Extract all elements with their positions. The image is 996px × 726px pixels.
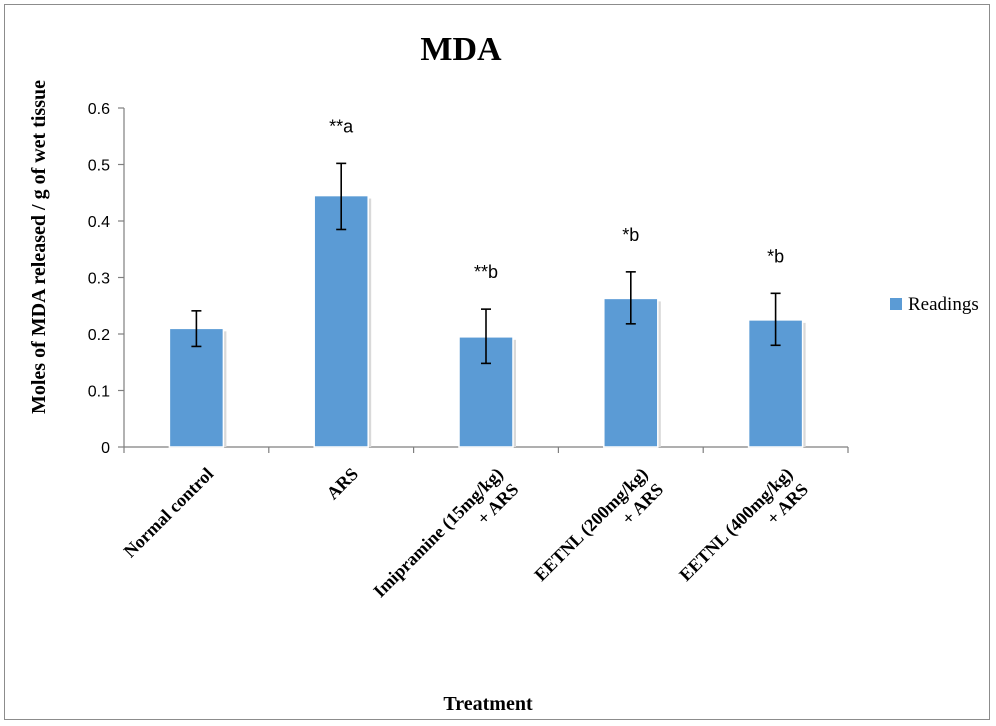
x-tick-label: Imipramine (15mg/kg)+ ARS bbox=[369, 464, 522, 602]
significance-label: **a bbox=[329, 116, 354, 136]
legend: Readings bbox=[890, 294, 979, 315]
bar bbox=[603, 297, 659, 448]
y-tick-label: 0.6 bbox=[88, 101, 110, 118]
x-tick-label: EETNL (200mg/kg)+ ARS bbox=[530, 464, 667, 586]
x-tick-label-line: Normal control bbox=[120, 464, 218, 562]
y-tick-label: 0.4 bbox=[88, 214, 110, 231]
x-tick-label: ARS bbox=[322, 464, 362, 504]
y-tick-label: 0.5 bbox=[88, 158, 110, 175]
plot-area: 0 0.1 0.2 0.3 0.4 0.5 0.6 Normal control **a ARS *… bbox=[88, 101, 849, 602]
legend-label-readings: Readings bbox=[908, 294, 979, 315]
significance-label: **b bbox=[474, 262, 498, 282]
x-tick-label-line: ARS bbox=[322, 464, 362, 504]
y-tick-label: 0.1 bbox=[88, 384, 110, 401]
x-axis-title: Treatment bbox=[443, 693, 533, 715]
x-tick-label-line: Imipramine (15mg/kg) bbox=[369, 464, 507, 602]
significance-label: *b bbox=[622, 225, 639, 245]
bar bbox=[313, 194, 369, 448]
legend-swatch bbox=[890, 298, 902, 310]
x-tick-label: Normal control bbox=[120, 464, 218, 562]
significance-label: *b bbox=[767, 246, 784, 266]
chart-title: MDA bbox=[420, 31, 502, 68]
y-axis-title: Moles of MDA released / g of wet tissue bbox=[28, 80, 50, 414]
y-tick-label: 0 bbox=[101, 440, 110, 457]
x-tick-label: EETNL (400mg/kg)+ ARS bbox=[675, 464, 812, 586]
y-tick-label: 0.3 bbox=[88, 271, 110, 288]
y-tick-label: 0.2 bbox=[88, 327, 110, 344]
